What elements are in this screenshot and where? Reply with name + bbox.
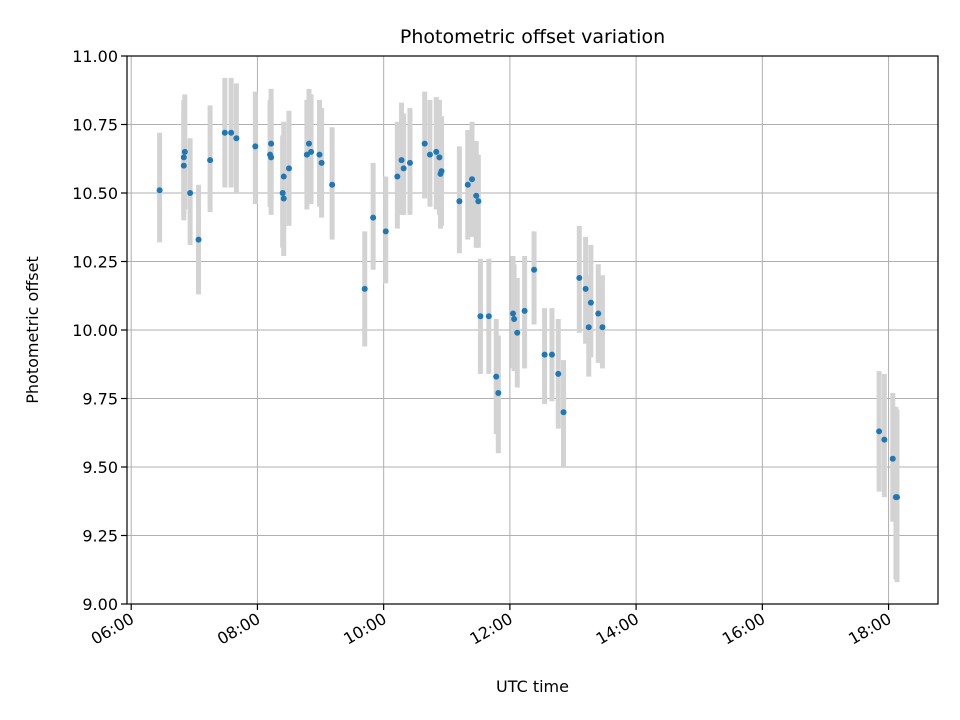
data-point: [318, 159, 325, 166]
data-point: [181, 148, 188, 155]
y-axis-ticks: 9.00 9.25 9.50 9.75 10.00 10.25 10.50 10.75 11.0…: [72, 47, 127, 614]
y-tick-label: 10.75: [72, 116, 118, 135]
data-point: [582, 285, 589, 292]
data-point: [555, 370, 562, 377]
data-point: [521, 307, 528, 314]
x-tick-label: 16:00: [719, 609, 768, 649]
x-tick-label: 12:00: [466, 609, 515, 649]
chart-title: Photometric offset variation: [400, 26, 665, 48]
data-point: [585, 324, 592, 331]
data-point: [268, 154, 275, 161]
data-point: [511, 316, 518, 323]
x-tick-label: 08:00: [214, 609, 263, 649]
data-point: [548, 351, 555, 358]
data-point: [464, 181, 471, 188]
data-point: [180, 162, 187, 169]
x-axis-ticks: 06:00 08:00 10:00 12:00 14:00 16:00 18:00: [88, 604, 895, 649]
data-point: [400, 165, 407, 172]
x-tick-label: 14:00: [593, 609, 642, 649]
data-point: [361, 285, 368, 292]
y-tick-label: 9.50: [82, 458, 118, 477]
data-point: [382, 228, 389, 235]
data-point: [876, 428, 883, 435]
data-point: [279, 190, 286, 196]
data-point: [329, 181, 336, 188]
data-point: [308, 148, 315, 155]
y-axis-label: Photometric offset: [23, 256, 42, 404]
y-tick-label: 10.00: [72, 321, 118, 340]
y-tick-label: 9.00: [82, 595, 118, 614]
data-point: [477, 313, 484, 320]
data-point: [187, 190, 194, 196]
data-point: [889, 455, 896, 462]
y-tick-label: 9.75: [82, 390, 118, 409]
data-point: [316, 151, 323, 158]
data-point: [280, 195, 287, 202]
x-tick-label: 06:00: [88, 609, 137, 649]
data-point: [595, 310, 602, 317]
data-point: [252, 143, 259, 150]
data-point: [456, 198, 463, 205]
data-point: [394, 173, 401, 180]
x-tick-label: 18:00: [845, 609, 894, 649]
data-point: [398, 157, 405, 164]
data-point: [426, 151, 433, 158]
data-point: [433, 148, 440, 155]
x-axis-label: UTC time: [496, 677, 569, 696]
data-point: [531, 266, 538, 273]
grid: [127, 55, 938, 605]
data-point: [510, 310, 517, 317]
data-point: [207, 157, 214, 164]
data-point: [305, 140, 312, 147]
data-point: [514, 329, 521, 336]
data-point: [560, 409, 567, 416]
data-point: [541, 351, 548, 358]
data-point: [156, 187, 163, 194]
data-point: [473, 192, 480, 199]
data-point: [495, 390, 502, 397]
data-point: [469, 176, 476, 183]
data-point: [893, 494, 900, 501]
data-point: [436, 154, 443, 161]
data-point: [195, 236, 202, 243]
y-tick-label: 11.00: [72, 47, 118, 66]
y-tick-label: 10.50: [72, 184, 118, 203]
data-point: [599, 324, 606, 331]
data-point: [406, 159, 413, 166]
data-point: [280, 173, 287, 180]
data-point: [438, 168, 445, 175]
data-point: [475, 198, 482, 205]
data-points: [156, 129, 900, 501]
data-point: [233, 135, 240, 142]
data-point: [587, 299, 594, 306]
data-point: [268, 140, 275, 147]
data-point: [180, 154, 187, 161]
data-point: [285, 165, 292, 172]
data-point: [493, 373, 500, 380]
data-point: [576, 274, 583, 281]
y-tick-label: 10.25: [72, 253, 118, 272]
data-point: [485, 313, 492, 320]
y-tick-label: 9.25: [82, 527, 118, 546]
data-point: [370, 214, 377, 221]
data-point: [221, 129, 228, 136]
x-tick-label: 10:00: [340, 609, 389, 649]
data-point: [881, 436, 888, 443]
data-point: [421, 140, 428, 147]
data-point: [228, 129, 235, 136]
